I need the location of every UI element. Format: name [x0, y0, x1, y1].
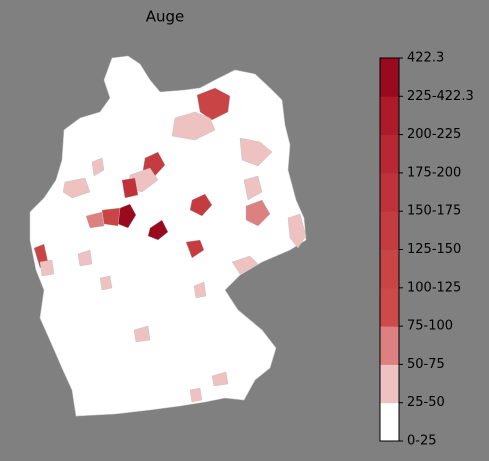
region-high	[185, 239, 205, 259]
region-low	[62, 177, 91, 199]
colorbar-band	[380, 172, 399, 212]
colorbar-band	[380, 96, 399, 136]
colorbar: 0-25 25-50 50-75 75-100 100-125 125-150 150-17…	[379, 51, 474, 449]
region-low	[91, 157, 105, 177]
colorbar-label: 225-422.3	[407, 89, 474, 104]
region-mid	[101, 207, 121, 227]
region-low	[211, 371, 229, 387]
region-low	[243, 175, 263, 201]
region-low	[189, 387, 203, 403]
colorbar-label: 422.3	[407, 51, 444, 66]
region-low	[239, 137, 273, 167]
region-mid	[85, 211, 105, 229]
colorbar-band	[380, 287, 399, 327]
colorbar-label: 75-100	[407, 319, 453, 334]
colorbar-band	[380, 364, 399, 404]
region-low	[99, 275, 113, 291]
region-low	[133, 325, 151, 343]
region-high	[121, 177, 139, 199]
colorbar-label: 25-50	[407, 395, 445, 410]
colorbar-band	[380, 211, 399, 250]
colorbar-label: 175-200	[407, 165, 461, 180]
colorbar-band	[380, 134, 399, 174]
map-title: Auge	[146, 8, 185, 26]
region-low	[193, 281, 207, 299]
region-high	[196, 87, 231, 121]
colorbar-band	[380, 58, 399, 97]
colorbar-label: 0-25	[407, 434, 437, 449]
region-low	[287, 213, 307, 249]
colorbar-label: 125-150	[407, 242, 461, 257]
region-low	[39, 259, 55, 277]
colorbar-band	[380, 326, 399, 365]
region-low	[77, 249, 93, 267]
colorbar-label: 200-225	[407, 127, 461, 142]
germany-map	[29, 55, 307, 417]
region-high	[189, 193, 213, 217]
country-outline	[29, 55, 307, 417]
region-mid	[245, 199, 271, 227]
colorbar-label: 50-75	[407, 357, 445, 372]
colorbar-band	[380, 402, 399, 442]
region-low	[231, 255, 259, 275]
region-low	[171, 111, 216, 141]
colorbar-label: 100-125	[407, 280, 461, 295]
region-top	[147, 219, 169, 241]
colorbar-band	[380, 249, 399, 289]
colorbar-label: 150-175	[407, 204, 461, 219]
